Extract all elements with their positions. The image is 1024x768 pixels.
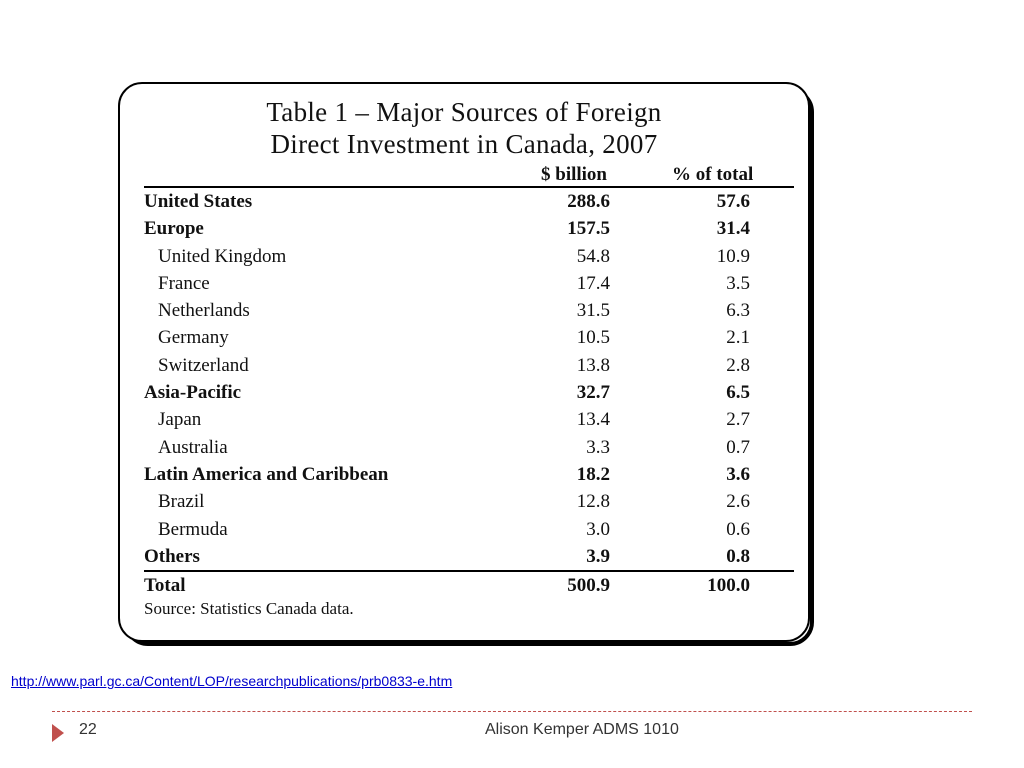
row-percent: 10.9 bbox=[716, 245, 750, 267]
row-label: Asia-Pacific bbox=[144, 382, 242, 404]
row-billion: 54.8 bbox=[576, 245, 610, 267]
row-percent: 0.6 bbox=[726, 518, 750, 540]
footer-divider bbox=[52, 711, 972, 712]
row-percent: 31.4 bbox=[716, 218, 750, 240]
col-percent-header: % of total bbox=[672, 164, 754, 185]
row-percent: 0.7 bbox=[726, 436, 750, 458]
row-billion: 10.5 bbox=[576, 327, 610, 349]
title-line-1: Table 1 – Major Sources of Foreign bbox=[266, 97, 662, 127]
row-percent: 0.8 bbox=[726, 545, 750, 567]
total-billion: 500.9 bbox=[567, 575, 610, 597]
row-billion: 13.4 bbox=[576, 409, 610, 431]
row-percent: 3.6 bbox=[726, 463, 750, 485]
row-label: Germany bbox=[158, 327, 229, 349]
row-billion: 31.5 bbox=[576, 300, 610, 322]
row-label: Switzerland bbox=[158, 354, 249, 376]
row-label: Netherlands bbox=[158, 300, 250, 322]
table-row: Australia 3.3 0.7 bbox=[144, 434, 794, 461]
table-row: Latin America and Caribbean 18.2 3.6 bbox=[144, 461, 794, 488]
row-percent: 2.8 bbox=[726, 354, 750, 376]
row-billion: 12.8 bbox=[576, 491, 610, 513]
row-percent: 6.3 bbox=[726, 300, 750, 322]
row-label: Australia bbox=[158, 436, 228, 458]
row-billion: 32.7 bbox=[576, 382, 610, 404]
table-header: $ billion % of total bbox=[144, 164, 794, 188]
row-percent: 57.6 bbox=[716, 191, 750, 212]
table-row: Bermuda 3.0 0.6 bbox=[144, 516, 794, 543]
table-row: France 17.4 3.5 bbox=[144, 270, 794, 297]
table-row: Asia-Pacific 32.7 6.5 bbox=[144, 379, 794, 406]
row-billion: 3.0 bbox=[586, 518, 610, 540]
row-percent: 6.5 bbox=[726, 382, 750, 404]
row-billion: 3.9 bbox=[586, 545, 610, 567]
row-percent: 2.1 bbox=[726, 327, 750, 349]
row-billion: 288.6 bbox=[567, 191, 610, 212]
row-label: Bermuda bbox=[158, 518, 228, 540]
total-label: Total bbox=[144, 575, 186, 597]
table-image: Table 1 – Major Sources of Foreign Direc… bbox=[118, 82, 814, 646]
source-link[interactable]: http://www.parl.gc.ca/Content/LOP/resear… bbox=[11, 673, 453, 689]
row-billion: 18.2 bbox=[576, 463, 610, 485]
table-row: Europe 157.5 31.4 bbox=[144, 215, 794, 242]
table-row: Germany 10.5 2.1 bbox=[144, 324, 794, 351]
total-row: Total 500.9 100.0 bbox=[144, 570, 794, 599]
table-row: Switzerland 13.8 2.8 bbox=[144, 352, 794, 379]
frame-border bbox=[118, 82, 810, 642]
title-line-2: Direct Investment in Canada, 2007 bbox=[270, 129, 658, 159]
table-row: United States 288.6 57.6 bbox=[144, 188, 794, 215]
table-title: Table 1 – Major Sources of Foreign Direc… bbox=[118, 96, 810, 160]
table-row: Japan 13.4 2.7 bbox=[144, 406, 794, 433]
row-percent: 3.5 bbox=[726, 272, 750, 294]
row-label: Brazil bbox=[158, 491, 205, 513]
table-row: Others 3.9 0.8 bbox=[144, 543, 794, 570]
arrow-bullet-icon bbox=[52, 724, 64, 742]
total-percent: 100.0 bbox=[707, 575, 750, 597]
table-body: United States 288.6 57.6 Europe 157.5 31.4 Uni… bbox=[144, 188, 794, 570]
table-row: United Kingdom 54.8 10.9 bbox=[144, 243, 794, 270]
row-label: France bbox=[158, 272, 210, 294]
author-label: Alison Kemper ADMS 1010 bbox=[485, 721, 679, 738]
page-number: 22 bbox=[79, 721, 97, 738]
table-row: Brazil 12.8 2.6 bbox=[144, 488, 794, 515]
row-billion: 157.5 bbox=[567, 218, 610, 240]
col-billion-header: $ billion bbox=[541, 164, 607, 185]
row-billion: 17.4 bbox=[576, 272, 610, 294]
row-label: Latin America and Caribbean bbox=[144, 463, 389, 485]
row-label: Japan bbox=[158, 409, 202, 431]
source-note: Source: Statistics Canada data. bbox=[144, 599, 354, 619]
table-row: Netherlands 31.5 6.3 bbox=[144, 297, 794, 324]
row-label: Europe bbox=[144, 218, 204, 240]
row-billion: 13.8 bbox=[576, 354, 610, 376]
row-percent: 2.7 bbox=[726, 409, 750, 431]
data-table: $ billion % of total United States 288.6 5… bbox=[144, 164, 794, 619]
row-percent: 2.6 bbox=[726, 491, 750, 513]
row-label: Others bbox=[144, 545, 200, 567]
row-label: United Kingdom bbox=[158, 245, 287, 267]
row-label: United States bbox=[144, 191, 253, 212]
row-billion: 3.3 bbox=[586, 436, 610, 458]
